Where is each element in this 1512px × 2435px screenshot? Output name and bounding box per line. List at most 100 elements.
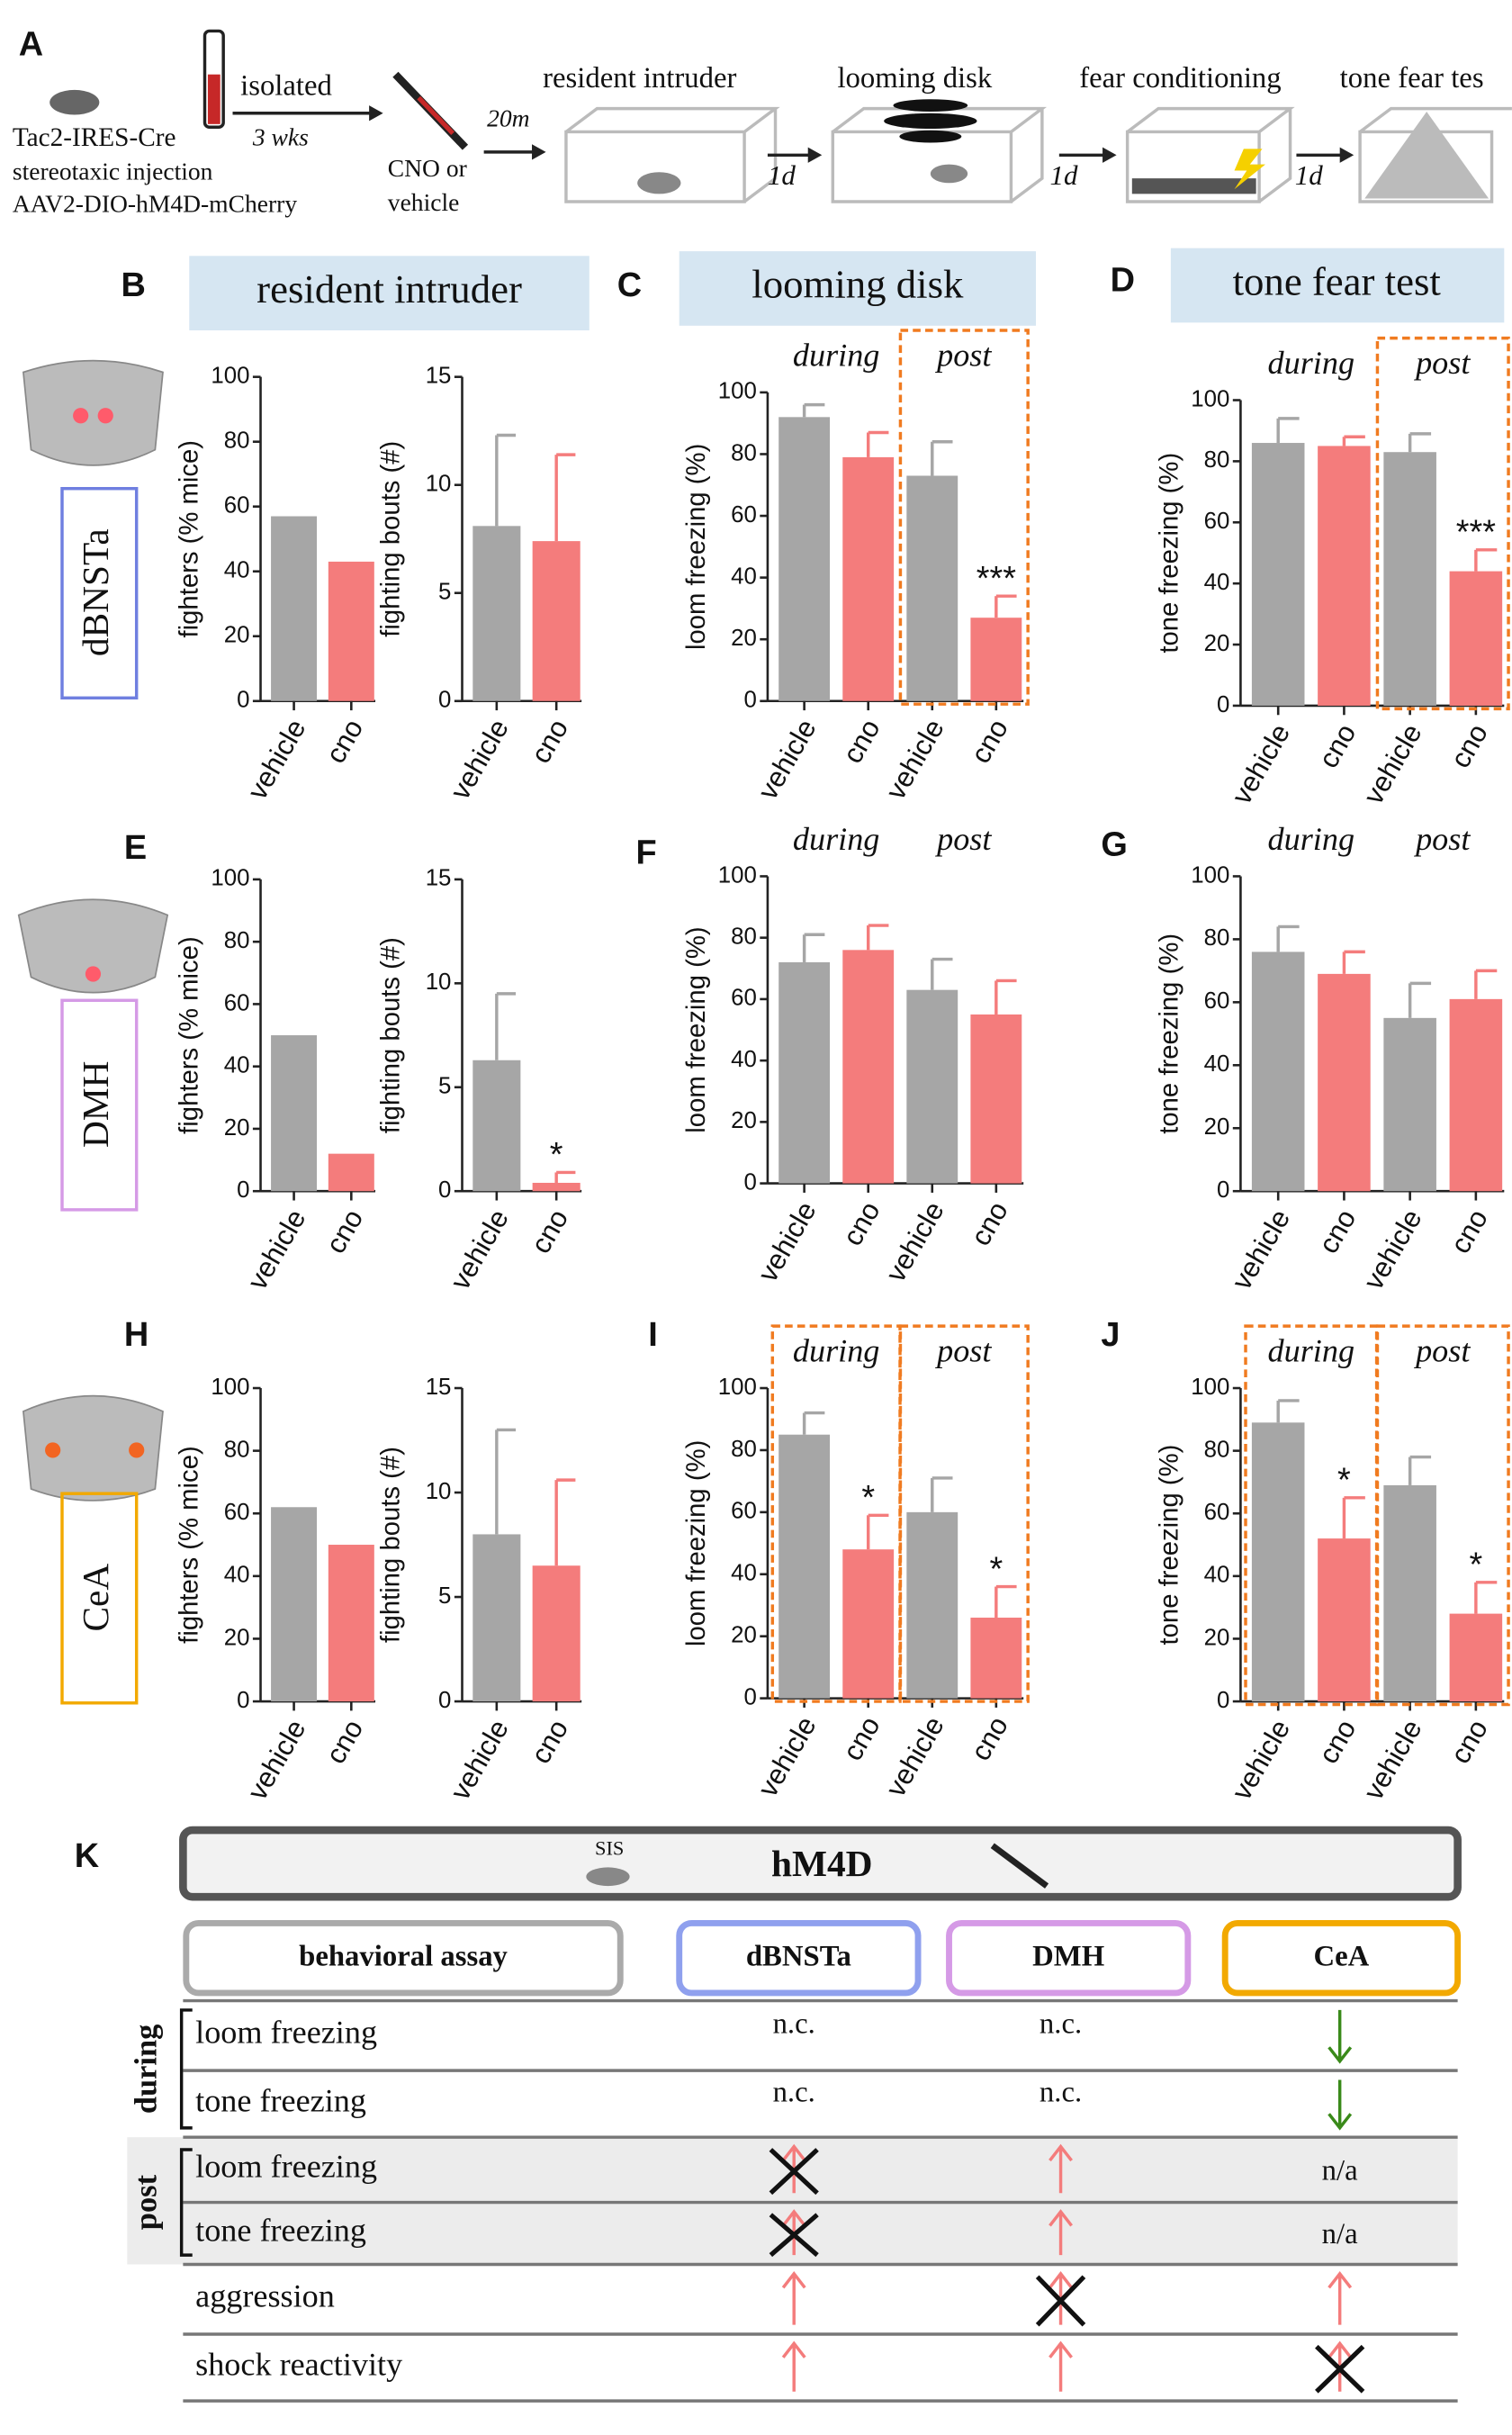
column-header-box	[946, 1919, 1192, 1997]
y-axis-label: fighters (% mice)	[175, 440, 204, 638]
down-arrow	[1328, 2079, 1353, 2131]
bar	[1383, 452, 1436, 706]
x-tick-label: cno	[836, 714, 886, 769]
y-tick-label: 20	[731, 1623, 757, 1648]
diagram-text: 1d	[1049, 159, 1078, 191]
group-label: during	[1268, 345, 1354, 381]
bar	[842, 950, 895, 1184]
down-arrow	[1328, 2009, 1353, 2064]
x-tick-label: cno	[1312, 1204, 1362, 1258]
blocked-mark	[1315, 2344, 1365, 2394]
syringe-icon	[990, 1843, 1049, 1889]
y-axis-label: fighting bouts (#)	[376, 441, 406, 637]
diagram-text: CNO or	[388, 154, 467, 182]
region-box	[60, 1492, 139, 1705]
table: behavioral assay dBNSTa DMH CeA loom freezin…	[129, 1919, 1462, 2403]
y-tick-label: 60	[1204, 988, 1230, 1014]
mouse-icon	[930, 164, 968, 184]
up-arrow	[1328, 2271, 1353, 2325]
x-tick-label: vehicle	[752, 1196, 823, 1287]
bar	[271, 1507, 318, 1702]
cell: n.c.	[773, 2008, 815, 2041]
row-label: shock reactivity	[195, 2346, 402, 2382]
disk-icon	[899, 130, 962, 143]
arrowhead	[1339, 147, 1354, 163]
row-label: loom freezing	[195, 2149, 377, 2185]
y-tick-label: 60	[1204, 509, 1230, 534]
x-tick-label: vehicle	[1226, 718, 1297, 809]
bar	[906, 1511, 958, 1699]
bar	[1449, 1613, 1503, 1702]
y-tick-label: 80	[731, 440, 757, 465]
x-tick-label: cno	[1312, 718, 1362, 773]
diagram-text: 1d	[1295, 159, 1324, 191]
bar	[532, 541, 580, 701]
header: tone fear test	[1233, 258, 1442, 303]
tube-fill	[207, 74, 220, 124]
y-tick-label: 60	[731, 986, 757, 1011]
header-box	[189, 256, 590, 330]
y-tick-label: 5	[438, 1074, 451, 1099]
y-tick-label: 0	[1217, 1177, 1229, 1203]
y-tick-label: 40	[224, 558, 250, 583]
significance: *	[989, 1550, 1003, 1588]
y-tick-label: 40	[224, 1053, 250, 1078]
bar	[842, 1549, 895, 1699]
header: looming disk	[752, 262, 964, 307]
diagram-text: 1d	[768, 159, 796, 191]
x-tick-label: vehicle	[1357, 1204, 1428, 1294]
up-arrow	[781, 2271, 806, 2325]
cell: n.c.	[1040, 2076, 1082, 2108]
bar	[271, 516, 318, 701]
bar	[1383, 1017, 1436, 1192]
cell: n.c.	[1040, 2008, 1082, 2041]
y-tick-label: 40	[1204, 1563, 1230, 1588]
arrowhead	[369, 105, 383, 122]
y-tick-label: 0	[1217, 1688, 1229, 1713]
y-axis-label: fighting bouts (#)	[376, 1447, 406, 1643]
y-tick-label: 100	[211, 866, 249, 891]
x-tick-label: vehicle	[444, 1204, 515, 1294]
y-tick-label: 100	[718, 379, 757, 404]
y-axis-label: loom freezing (%)	[681, 1440, 711, 1646]
bar	[271, 1035, 318, 1192]
arrowhead	[807, 147, 823, 163]
y-tick-label: 80	[224, 1437, 250, 1462]
bar	[1318, 973, 1371, 1192]
x-tick-label: vehicle	[241, 1714, 312, 1805]
y-axis-label: tone freezing (%)	[1155, 933, 1184, 1134]
x-tick-label: cno	[1444, 1204, 1494, 1258]
panel-letters: A B C D E F G H I J K	[19, 26, 1135, 1875]
brain-icons	[17, 359, 169, 1502]
group-label: post	[129, 2174, 163, 2230]
x-tick-label: vehicle	[879, 714, 950, 805]
x-tick-label: vehicle	[444, 714, 515, 805]
diagram-text: looming disk	[837, 62, 992, 95]
y-axis-label: loom freezing (%)	[681, 444, 711, 650]
column-header-box	[676, 1919, 922, 1997]
panel-letter: K	[75, 1837, 100, 1875]
x-tick-label: vehicle	[879, 1711, 950, 1802]
y-tick-label: 40	[224, 1563, 250, 1588]
cell: n/a	[1322, 2218, 1358, 2250]
y-tick-label: 60	[224, 1500, 250, 1525]
x-tick-label: cno	[1444, 718, 1494, 773]
diagram-text: tone fear tes	[1340, 62, 1484, 95]
mouse-icon	[637, 172, 681, 194]
y-tick-label: 0	[438, 688, 451, 713]
y-tick-label: 0	[237, 688, 249, 713]
diagram-text: 20m	[487, 104, 529, 132]
group-label: post	[934, 821, 992, 857]
y-axis-label: tone freezing (%)	[1155, 453, 1184, 654]
arrowhead	[532, 144, 546, 160]
x-tick-label: cno	[965, 1711, 1014, 1766]
column-header: dBNSTa	[746, 1941, 851, 1973]
y-tick-label: 40	[731, 564, 757, 589]
y-tick-label: 0	[237, 1177, 249, 1203]
grid-floor	[1131, 178, 1256, 194]
y-axis-label: tone freezing (%)	[1155, 1445, 1184, 1646]
x-tick-label: vehicle	[1226, 1204, 1297, 1294]
shock-icon	[1234, 149, 1265, 190]
region-dot	[45, 1442, 61, 1458]
row-label: loom freezing	[195, 2015, 377, 2051]
